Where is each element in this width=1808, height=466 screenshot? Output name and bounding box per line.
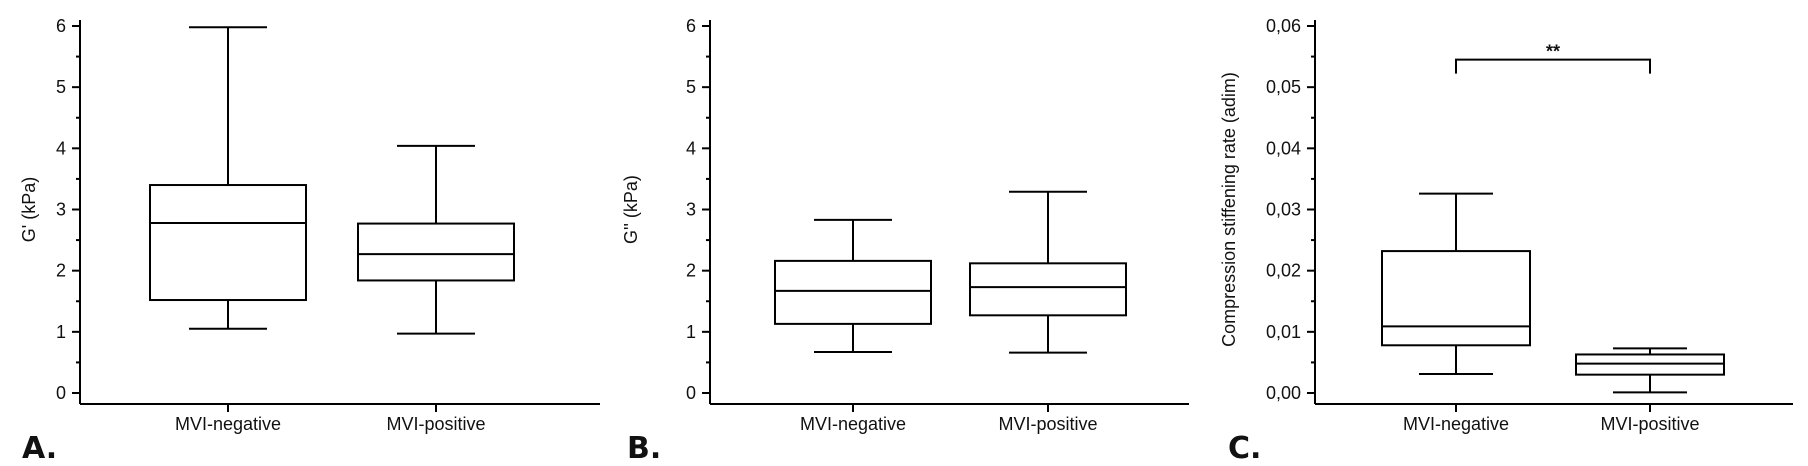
iqr-box <box>969 262 1127 317</box>
y-tick-label: 6 <box>56 16 66 36</box>
x-tick-label: MVI-positive <box>998 414 1097 434</box>
significance-label: ** <box>1546 42 1560 62</box>
y-tick-label: 2 <box>686 261 696 281</box>
y-tick-label: 0,02 <box>1266 261 1301 281</box>
y-tick-label: 1 <box>686 322 696 342</box>
y-tick-label: 3 <box>56 200 66 220</box>
panel-letter: B. <box>627 431 661 466</box>
panel-b: 0 1 2 3 4 5 6 G'' (kPa) B. MVI-negative MVI-positi… <box>621 16 1189 466</box>
box-mvi-negative <box>774 218 932 354</box>
x-tick-label: MVI-positive <box>1600 414 1699 434</box>
y-axis-title: G'' (kPa) <box>621 175 641 244</box>
y-tick-label: 5 <box>686 77 696 97</box>
y-tick-label: 6 <box>686 16 696 36</box>
y-tick-label: 2 <box>56 261 66 281</box>
y-tick-label: 0,01 <box>1266 322 1301 342</box>
x-tick-label: MVI-negative <box>800 414 906 434</box>
y-tick-label: 0,05 <box>1266 77 1301 97</box>
y-tick-label: 5 <box>56 77 66 97</box>
iqr-box <box>357 222 515 282</box>
y-tick-label: 0 <box>56 383 66 403</box>
box-mvi-positive <box>969 190 1127 354</box>
y-axis-title: G' (kPa) <box>19 177 39 242</box>
bracket-line <box>1455 58 1651 74</box>
x-tick-label: MVI-negative <box>175 414 281 434</box>
box-mvi-positive <box>1575 347 1725 394</box>
y-tick-label: 0,04 <box>1266 138 1301 158</box>
y-axis-title: Compression stiffening rate (adim) <box>1219 72 1239 347</box>
y-tick-label: 1 <box>56 322 66 342</box>
iqr-box <box>149 184 307 302</box>
y-tick-label: 0,06 <box>1266 16 1301 36</box>
y-tick-label: 3 <box>686 200 696 220</box>
x-tick-label: MVI-negative <box>1403 414 1509 434</box>
iqr-box <box>1381 250 1531 347</box>
y-tick-label: 4 <box>56 138 66 158</box>
box-mvi-negative <box>1381 192 1531 376</box>
panel-letter: C. <box>1228 431 1261 466</box>
box-mvi-negative <box>149 26 307 330</box>
panel-c: 0,00 0,01 0,02 0,03 0,04 0,05 0,06 Compression … <box>1219 16 1793 466</box>
panel-a: 0 1 2 3 4 5 6 G' (kPa) A. MVI-negative MVI-positiv… <box>19 16 600 466</box>
y-tick-label: 0 <box>686 383 696 403</box>
panel-letter: A. <box>22 431 57 466</box>
significance-bracket: ** <box>1455 42 1651 74</box>
box-mvi-positive <box>357 144 515 335</box>
iqr-box <box>774 259 932 325</box>
y-tick-label: 0,00 <box>1266 383 1301 403</box>
x-tick-label: MVI-positive <box>386 414 485 434</box>
y-tick-label: 0,03 <box>1266 200 1301 220</box>
y-tick-label: 4 <box>686 138 696 158</box>
